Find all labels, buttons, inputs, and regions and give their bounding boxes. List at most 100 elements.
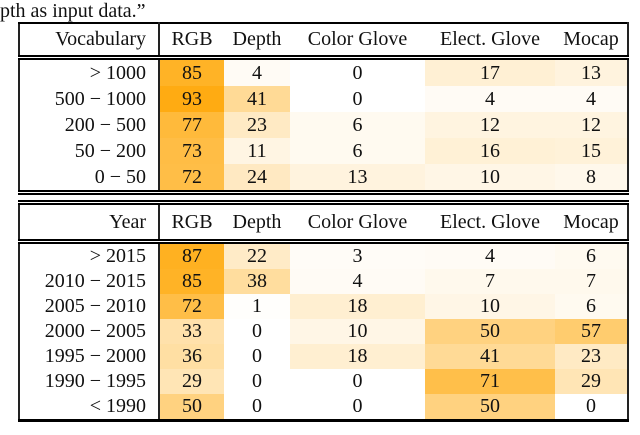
row-label-cell: 2010 − 2015: [18, 269, 160, 294]
value-cell: 18: [290, 294, 425, 319]
value-cell: 87: [159, 241, 224, 269]
table-row: 500 − 1000 93 41 0 4 4: [18, 86, 629, 112]
header-row: Vocabulary RGB Depth Color Glove Elect. Glov…: [18, 22, 629, 60]
value-cell: 10: [425, 164, 555, 195]
value-cell: 85: [159, 269, 224, 294]
value-cell: 50: [159, 394, 224, 422]
table-row: 2005 − 2010 72 1 18 10 6: [18, 294, 629, 319]
value-cell: 6: [555, 294, 629, 319]
value-cell: 22: [224, 241, 290, 269]
value-cell: 6: [555, 241, 629, 269]
column-header: Depth: [224, 200, 290, 244]
table-row: > 2015 87 22 3 4 6: [18, 241, 629, 269]
value-cell: 11: [224, 138, 290, 164]
column-header: Color Glove: [290, 22, 425, 60]
value-cell: 15: [555, 138, 629, 164]
row-label-cell: 0 − 50: [18, 164, 160, 195]
value-cell: 0: [224, 394, 290, 422]
column-header: RGB: [159, 200, 224, 244]
value-cell: 29: [555, 369, 629, 394]
column-header: Mocap: [555, 22, 629, 60]
table-row: 200 − 500 77 23 6 12 12: [18, 112, 629, 138]
caption-fragment: pth as input data.”: [0, 0, 146, 22]
column-header: Depth: [224, 22, 290, 60]
value-cell: 10: [290, 319, 425, 344]
year-table: Year RGB Depth Color Glove Elect. Glove Mocap…: [18, 200, 629, 422]
row-label-cell: > 2015: [18, 241, 160, 269]
value-cell: 85: [159, 57, 224, 86]
value-cell: 57: [555, 319, 629, 344]
table-row: 1990 − 1995 29 0 0 71 29: [18, 369, 629, 394]
value-cell: 17: [425, 57, 555, 86]
table-row: 2000 − 2005 33 0 10 50 57: [18, 319, 629, 344]
value-cell: 93: [159, 86, 224, 112]
value-cell: 77: [159, 112, 224, 138]
value-cell: 73: [159, 138, 224, 164]
value-cell: 0: [224, 369, 290, 394]
row-header-label: Vocabulary: [18, 22, 160, 60]
value-cell: 0: [290, 394, 425, 422]
table-row: 50 − 200 73 11 6 16 15: [18, 138, 629, 164]
vocabulary-table: Vocabulary RGB Depth Color Glove Elect. Glov…: [18, 22, 629, 195]
column-header: Elect. Glove: [425, 22, 555, 60]
value-cell: 72: [159, 164, 224, 195]
value-cell: 12: [425, 112, 555, 138]
value-cell: 23: [224, 112, 290, 138]
value-cell: 33: [159, 319, 224, 344]
row-label-cell: < 1990: [18, 394, 160, 422]
value-cell: 0: [290, 369, 425, 394]
table-row: > 1000 85 4 0 17 13: [18, 57, 629, 86]
value-cell: 10: [425, 294, 555, 319]
value-cell: 4: [425, 86, 555, 112]
value-cell: 8: [555, 164, 629, 195]
value-cell: 0: [290, 86, 425, 112]
tables-area: Vocabulary RGB Depth Color Glove Elect. Glov…: [18, 22, 629, 422]
value-cell: 4: [290, 269, 425, 294]
row-label-cell: 1995 − 2000: [18, 344, 160, 369]
value-cell: 36: [159, 344, 224, 369]
value-cell: 41: [425, 344, 555, 369]
value-cell: 0: [555, 394, 629, 422]
value-cell: 0: [290, 57, 425, 86]
value-cell: 38: [224, 269, 290, 294]
row-label-cell: 2000 − 2005: [18, 319, 160, 344]
value-cell: 18: [290, 344, 425, 369]
value-cell: 24: [224, 164, 290, 195]
value-cell: 7: [555, 269, 629, 294]
table-row: 0 − 50 72 24 13 10 8: [18, 164, 629, 195]
value-cell: 1: [224, 294, 290, 319]
value-cell: 4: [425, 241, 555, 269]
column-header: Mocap: [555, 200, 629, 244]
value-cell: 50: [425, 394, 555, 422]
table-row: < 1990 50 0 0 50 0: [18, 394, 629, 422]
value-cell: 72: [159, 294, 224, 319]
row-label-cell: 200 − 500: [18, 112, 160, 138]
value-cell: 50: [425, 319, 555, 344]
row-label-cell: 2005 − 2010: [18, 294, 160, 319]
value-cell: 3: [290, 241, 425, 269]
value-cell: 7: [425, 269, 555, 294]
value-cell: 12: [555, 112, 629, 138]
column-header: RGB: [159, 22, 224, 60]
value-cell: 16: [425, 138, 555, 164]
value-cell: 71: [425, 369, 555, 394]
row-header-label: Year: [18, 200, 160, 244]
value-cell: 13: [555, 57, 629, 86]
value-cell: 29: [159, 369, 224, 394]
value-cell: 23: [555, 344, 629, 369]
value-cell: 0: [224, 344, 290, 369]
value-cell: 4: [555, 86, 629, 112]
row-label-cell: 1990 − 1995: [18, 369, 160, 394]
value-cell: 13: [290, 164, 425, 195]
value-cell: 6: [290, 112, 425, 138]
table-row: 2010 − 2015 85 38 4 7 7: [18, 269, 629, 294]
value-cell: 4: [224, 57, 290, 86]
column-header: Color Glove: [290, 200, 425, 244]
column-header: Elect. Glove: [425, 200, 555, 244]
value-cell: 6: [290, 138, 425, 164]
row-label-cell: > 1000: [18, 57, 160, 86]
header-row: Year RGB Depth Color Glove Elect. Glove Mocap: [18, 200, 629, 244]
value-cell: 41: [224, 86, 290, 112]
value-cell: 0: [224, 319, 290, 344]
